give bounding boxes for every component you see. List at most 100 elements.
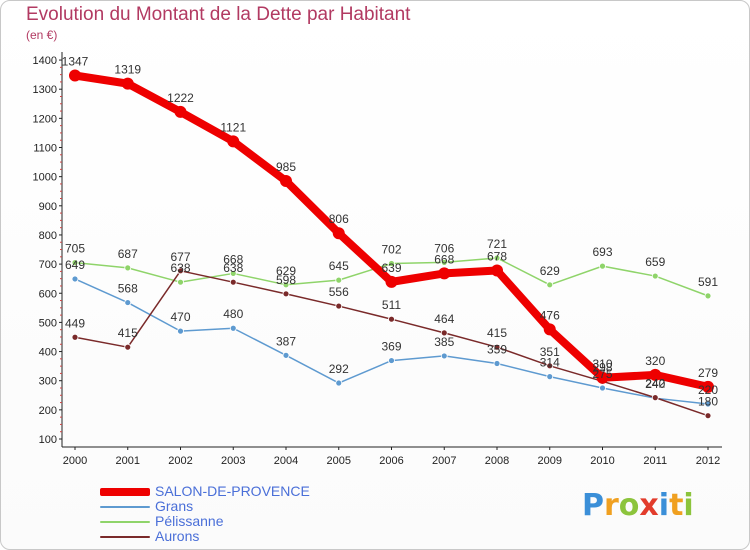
data-label: 470 [170,310,190,324]
data-label: 591 [698,275,718,289]
data-point [282,351,290,359]
x-tick-label: 2000 [63,455,87,467]
data-point [493,254,501,262]
data-label: 638 [170,261,190,275]
logo-letter: r [604,488,619,523]
data-label: 639 [381,261,401,275]
data-label: 1319 [114,63,141,77]
data-point [388,357,395,364]
data-point [385,275,398,288]
data-label: 359 [487,343,507,357]
data-label: 351 [540,345,560,359]
data-point [440,329,448,337]
y-tick-label: 400 [39,347,57,359]
data-label: 275 [592,367,612,381]
data-point [229,270,237,277]
data-point [177,278,184,286]
data-point [282,281,290,289]
data-label: 279 [698,366,718,380]
x-tick-label: 2002 [168,455,192,467]
x-tick-label: 2010 [590,455,614,467]
data-point [124,264,132,272]
data-label: 985 [276,160,296,174]
data-label: 598 [276,273,296,287]
data-label: 240 [645,377,665,391]
data-point [335,379,343,387]
data-point [121,77,134,90]
data-point [704,400,712,408]
series-p-lissanne [71,254,712,300]
data-point [546,362,554,370]
logo-letter: t [669,488,684,523]
x-tick-label: 2012 [696,455,720,467]
data-label: 415 [118,326,138,340]
data-label: 1121 [220,120,246,134]
data-label: 511 [382,298,401,312]
data-label: 387 [276,334,296,348]
data-point [491,264,503,277]
data-point [229,324,237,332]
y-tick-label: 200 [39,405,57,417]
data-label: 369 [381,340,401,354]
y-tick-label: 1400 [33,55,57,67]
legend-label: SALON-DE-PROVENCE [155,483,310,499]
data-label: 415 [487,326,507,340]
x-tick-label: 2001 [116,455,140,467]
chart-subtitle: (en €) [26,28,58,42]
y-tick-label: 600 [39,288,57,300]
legend-swatch [100,520,150,523]
legend-swatch [100,535,150,538]
data-point [174,105,187,118]
x-tick-label: 2006 [379,455,403,467]
data-point [596,371,609,384]
data-point [704,412,712,420]
legend-swatch [100,487,150,496]
data-label: 706 [434,241,454,255]
data-point [280,175,292,188]
data-label: 638 [223,261,243,275]
data-point [546,373,554,381]
y-tick-label: 800 [39,230,57,242]
data-label: 449 [65,316,85,330]
data-label: 242 [645,377,665,391]
data-label: 721 [487,237,507,251]
data-label: 668 [434,252,454,266]
data-point [124,299,132,306]
data-label: 320 [645,354,665,368]
chart-title: Evolution du Montant de la Dette par Hab… [26,4,411,25]
x-tick-label: 2003 [221,455,245,467]
data-label: 629 [540,264,560,278]
data-point [440,352,448,360]
data-point [702,380,714,393]
data-label: 702 [381,243,401,257]
data-label: 385 [434,335,454,349]
data-point [282,290,290,298]
x-tick-label: 2008 [485,455,509,467]
data-label: 705 [65,242,85,256]
data-point [332,227,345,240]
data-point [704,292,712,300]
data-point [493,360,501,367]
data-label: 292 [329,362,349,376]
legend-label: Grans [155,498,194,514]
logo-letter: P [582,488,604,523]
data-point [335,302,343,310]
data-label: 645 [329,259,349,273]
x-tick-label: 2011 [643,455,667,467]
data-point [227,135,240,148]
x-tick-label: 2004 [274,455,298,467]
data-label: 180 [698,395,718,409]
data-label: 220 [698,383,718,397]
data-label: 629 [276,264,296,278]
data-point [229,278,237,286]
data-label: 480 [223,307,243,321]
data-label: 568 [118,282,138,296]
data-label: 693 [592,245,612,259]
data-point [335,276,343,284]
data-label: 1347 [62,54,89,68]
logo-letter: o [618,488,640,523]
data-label: 668 [223,252,243,266]
data-point [440,258,448,266]
data-point [71,275,79,283]
y-tick-label: 1000 [33,172,57,184]
